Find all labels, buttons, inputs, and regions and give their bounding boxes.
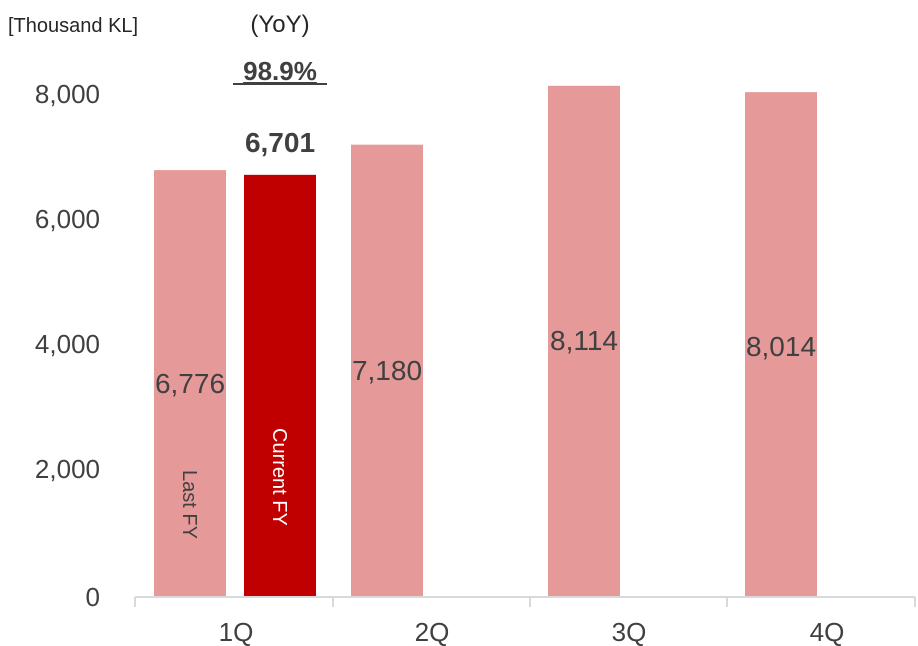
bar-last-fy-2q	[351, 144, 423, 597]
data-label-current-fy-1q: 6,701	[245, 127, 315, 158]
series-label-last-fy: Last FY	[178, 470, 200, 539]
bar-last-fy-3q	[548, 85, 620, 598]
series-label-current-fy: Current FY	[268, 428, 290, 526]
x-tick-3q: 3Q	[612, 617, 647, 646]
bar-last-fy-1q	[154, 170, 226, 597]
data-label-last-fy-2q: 7,180	[352, 355, 422, 386]
y-tick-0: 0	[86, 582, 100, 612]
bar-last-fy-4q	[745, 92, 817, 598]
x-tick-1q: 1Q	[219, 617, 254, 646]
unit-label: [Thousand KL]	[8, 15, 138, 37]
y-tick-2000: 2,000	[35, 454, 100, 484]
data-label-last-fy-3q: 8,114	[550, 325, 618, 356]
data-label-last-fy-1q: 6,776	[155, 368, 225, 399]
data-label-last-fy-4q: 8,014	[746, 331, 816, 362]
y-tick-6000: 6,000	[35, 204, 100, 234]
x-tick-2q: 2Q	[415, 617, 450, 646]
yoy-value: 98.9%	[243, 56, 317, 86]
x-tick-4q: 4Q	[810, 617, 845, 646]
bar-current-fy-1q	[244, 174, 316, 597]
y-tick-8000: 8,000	[35, 79, 100, 109]
yoy-label: (YoY)	[250, 11, 309, 38]
y-tick-4000: 4,000	[35, 329, 100, 359]
